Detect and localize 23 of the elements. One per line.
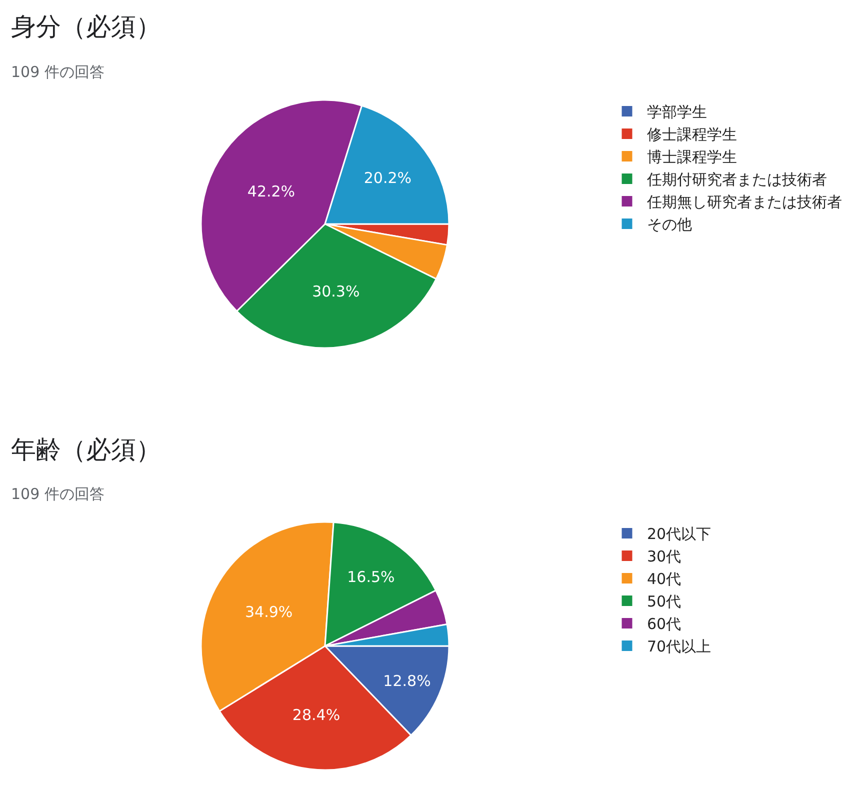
legend-label: 40代 [647, 570, 682, 588]
chart-title: 年齢（必須） [11, 435, 161, 464]
legend-label: 任期付研究者または技術者 [646, 170, 827, 189]
text: 109 件の回答 [11, 63, 104, 81]
data-label: 28.4% [292, 706, 340, 724]
legend-label: 任期無し研究者または技術者 [646, 193, 842, 212]
legend-label: 30代 [647, 548, 682, 566]
text: 109 件の回答 [11, 485, 104, 503]
chart-title: 身分（必須） [11, 12, 161, 41]
legend-label: 70代以上 [647, 638, 712, 656]
legend-label: 修士課程学生 [647, 126, 737, 144]
legend-label: 博士課程学生 [647, 148, 737, 166]
data-label: 34.9% [245, 603, 293, 622]
legend-label: 学部学生 [647, 103, 707, 122]
data-label: 20.2% [364, 168, 412, 187]
data-label: 16.5% [347, 568, 395, 586]
legend-label: その他 [647, 216, 692, 234]
data-label: 30.3% [312, 282, 360, 300]
legend-label: 20代以下 [647, 525, 712, 544]
legend-label: 50代 [647, 592, 682, 611]
data-label: 12.8% [383, 672, 431, 690]
legend-label: 60代 [647, 615, 682, 634]
data-label: 42.2% [247, 182, 296, 200]
